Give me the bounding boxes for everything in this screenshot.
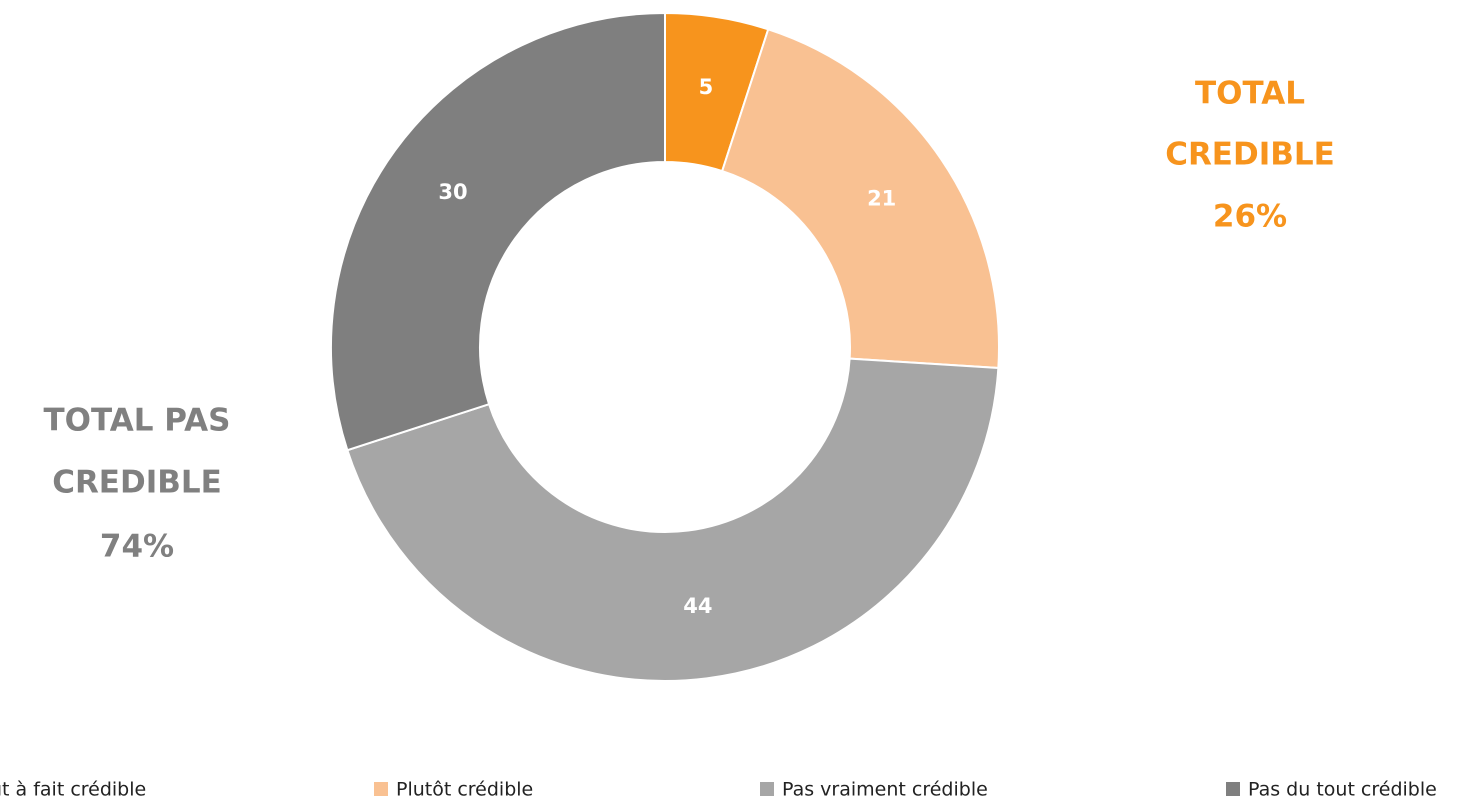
data-label: 44 [683,594,712,618]
donut-segment [720,28,1000,370]
donut-segment [330,11,666,452]
annotation: 74% [100,529,174,565]
data-label: 5 [699,75,714,99]
donut-segment [346,357,1000,682]
legend-label: Plutôt crédible [396,779,533,801]
annotation: 26% [1213,199,1287,235]
legend-swatch [1226,782,1240,796]
data-label: 30 [438,180,467,204]
data-label: 21 [867,187,896,211]
legend-swatch [760,782,774,796]
annotation: CREDIBLE [1165,137,1335,173]
legend-label: Tout à fait crédible [0,779,146,801]
annotation: TOTAL [1195,76,1305,112]
legend-swatch [374,782,388,796]
annotation: CREDIBLE [52,465,222,501]
legend-label: Pas du tout crédible [1248,779,1437,801]
annotation: TOTAL PAS [44,403,231,439]
legend-label: Pas vraiment crédible [782,779,988,801]
